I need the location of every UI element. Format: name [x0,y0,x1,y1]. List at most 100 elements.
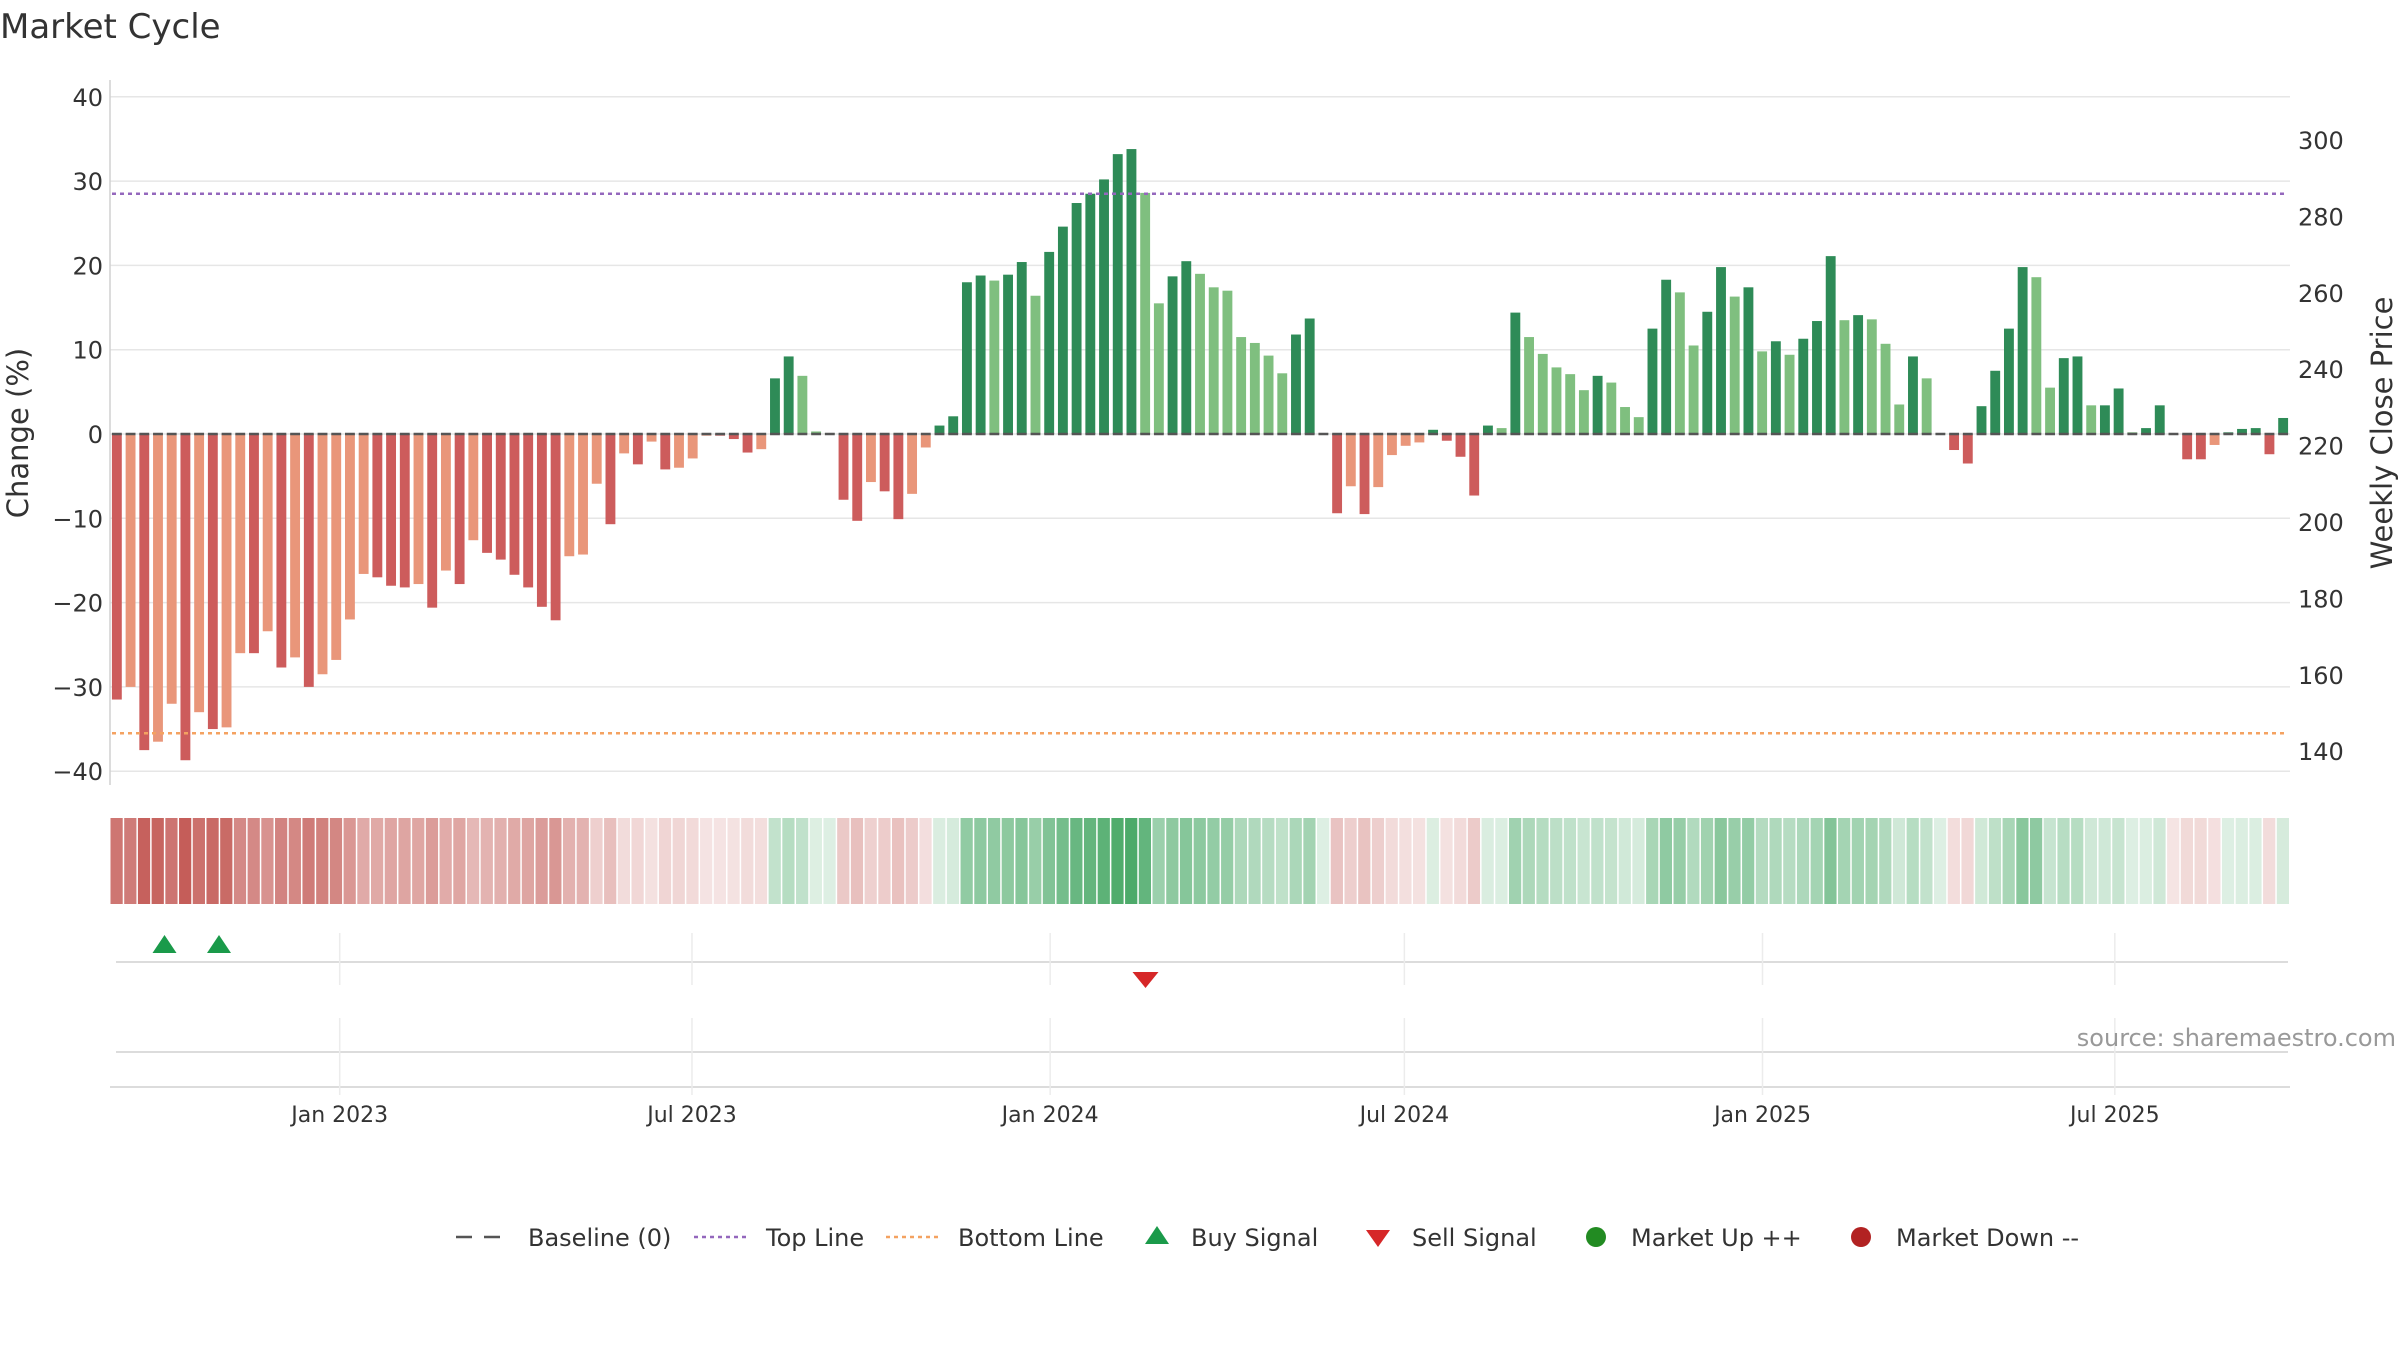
heat-cell [1824,818,1837,904]
heat-cell [933,818,946,904]
heat-cell [1111,818,1124,904]
heat-cell [412,818,425,904]
bar [838,434,849,500]
heat-cell [1330,818,1343,904]
heat-cell [1399,818,1412,904]
heat-cell [2167,818,2180,904]
heat-cell [165,818,178,904]
bar [1208,287,1219,434]
heat-cell [1920,818,1933,904]
bar [1578,390,1589,434]
heat-cell [425,818,439,904]
heat-cell [384,818,397,904]
heat-cell [1961,818,1974,904]
heat-cell [1975,818,1988,904]
bar [756,434,767,450]
x-tick-label: Jul 2024 [1358,1103,1450,1128]
heat-cell [1358,818,1371,904]
heat-cell [137,818,151,904]
bar [2099,405,2110,434]
reference-lines [111,192,2289,735]
bar [1674,292,1685,434]
bar [317,434,328,675]
bar [262,434,273,632]
bar [1565,374,1576,434]
heat-cell [1193,818,1206,904]
heat-cell [1687,818,1700,904]
heat-cell [2180,818,2194,904]
heat-cell [1413,818,1426,904]
heat-cell [1289,818,1302,904]
bar [2278,417,2289,434]
bar [1222,290,1233,434]
heat-cell [1522,818,1535,904]
heat-cell [288,818,301,904]
heat-cell [686,818,699,904]
bar [1880,343,1891,434]
heat-cell [1371,818,1385,904]
bar [1743,287,1754,434]
heat-cell [1906,818,1919,904]
heat-cell [850,818,864,904]
bar [482,434,492,553]
bar [605,434,616,525]
bar [153,434,163,742]
heat-cell [700,818,713,904]
heat-cell [521,818,535,904]
bar [536,434,547,607]
heat-cell [617,818,631,904]
heat-cell [1742,818,1755,904]
heat-cell [2208,818,2221,904]
bar [1592,375,1603,434]
bar [1099,179,1109,434]
heat-cell [987,818,1001,904]
y-tick-label: −20 [52,590,103,618]
heat-cell [562,818,576,904]
heat-cell [1001,818,1014,904]
heat-cell [768,818,781,904]
heat-cell [233,818,247,904]
heat-cell [535,818,548,904]
bar [1839,320,1850,434]
bar [1647,328,1658,434]
heat-cell [796,818,809,904]
heat-cell [1166,818,1179,904]
bar [948,416,959,434]
bar [742,434,753,453]
heat-cell [1221,818,1234,904]
bar [1044,251,1055,434]
legend-item: Market Down -- [1851,1224,2079,1252]
bar [1345,434,1356,487]
heat-cell [1714,818,1727,904]
y2-axis-title: Weekly Close Price [2365,297,2399,570]
bar [2045,387,2055,434]
heat-cell [1440,818,1453,904]
bar [564,434,575,557]
heat-cell [1303,818,1316,904]
bar [1716,267,1726,434]
bar [290,434,301,658]
heat-cell [398,818,411,904]
heat-cell [1700,818,1714,904]
bar [1949,434,1960,451]
heat-cell [1728,818,1741,904]
heat-cell [809,818,822,904]
bar [1195,273,1205,434]
heat-cell [1070,818,1083,904]
legend: Baseline (0) Top Line Bottom Line Buy Signa… [456,1224,2079,1252]
bar [852,434,863,521]
bar [2017,267,2028,434]
heat-cell [1838,818,1851,904]
bar [1633,417,1644,434]
heat-cell [1426,818,1439,904]
sell-signal-marker [1132,972,1159,988]
y-tick-label: 10 [72,337,103,365]
x-tick-label: Jul 2025 [2068,1103,2160,1128]
bar [440,434,451,571]
bar [1400,434,1411,446]
bar [1455,434,1466,457]
bar-series [111,149,2289,761]
x-tick-label: Jul 2023 [645,1103,737,1128]
heat-cell [1755,818,1768,904]
axes: 40 30 20 10 0 −10 −20 −30 −40 300 280 260 240 220 200 1… [52,80,2344,786]
